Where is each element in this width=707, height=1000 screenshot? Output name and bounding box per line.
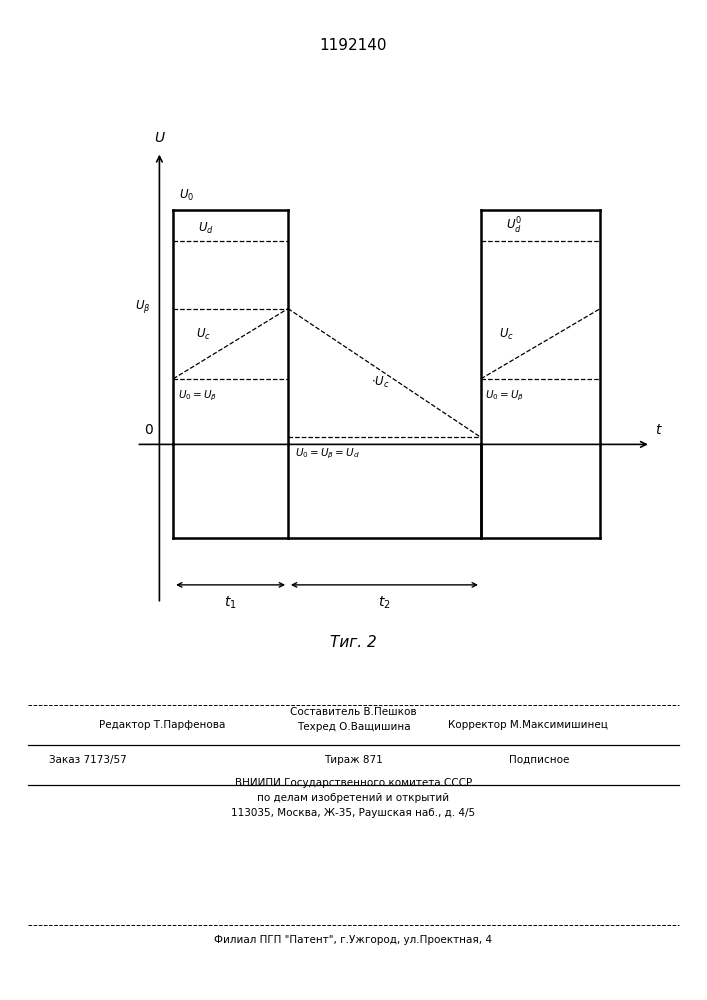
Text: Подписное: Подписное [509,755,569,765]
Text: $U_0{=}U_\beta{=}U_d$: $U_0{=}U_\beta{=}U_d$ [295,447,360,461]
Text: Филиал ПГП "Патент", г.Ужгород, ул.Проектная, 4: Филиал ПГП "Патент", г.Ужгород, ул.Проек… [214,935,493,945]
Text: $U_c$: $U_c$ [499,327,514,342]
Text: $U_0{=}U_\beta$: $U_0{=}U_\beta$ [177,388,217,403]
Text: 113035, Москва, Ж-35, Раушская наб., д. 4/5: 113035, Москва, Ж-35, Раушская наб., д. … [231,808,476,818]
Text: $U_d^0$: $U_d^0$ [506,216,522,236]
Text: U: U [154,131,165,145]
Text: t: t [655,423,661,437]
Text: $U_0{=}U_\beta$: $U_0{=}U_\beta$ [486,388,525,403]
Text: $U_c$: $U_c$ [196,327,211,342]
Text: Редактор Т.Парфенова: Редактор Т.Парфенова [99,720,226,730]
Text: ВНИИПИ Государственного комитета СССР: ВНИИПИ Государственного комитета СССР [235,778,472,788]
Text: $U_d$: $U_d$ [199,221,214,236]
Text: $t_2$: $t_2$ [378,594,391,611]
Text: $t_1$: $t_1$ [224,594,237,611]
Text: $\cdot U_c$: $\cdot U_c$ [370,375,390,390]
Text: Тираж 871: Тираж 871 [324,755,383,765]
Text: 0: 0 [144,423,153,437]
Text: $U_\beta$: $U_\beta$ [134,298,150,315]
Text: Техред О.Ващишина: Техред О.Ващишина [297,722,410,732]
Text: Заказ 7173/57: Заказ 7173/57 [49,755,127,765]
Text: Τиг. 2: Τиг. 2 [330,635,377,650]
Text: Корректор М.Максимишинец: Корректор М.Максимишинец [448,720,608,730]
Text: по делам изобретений и открытий: по делам изобретений и открытий [257,793,450,803]
Text: 1192140: 1192140 [320,38,387,53]
Text: $U_0$: $U_0$ [179,188,194,203]
Text: Составитель В.Пешков: Составитель В.Пешков [290,707,417,717]
